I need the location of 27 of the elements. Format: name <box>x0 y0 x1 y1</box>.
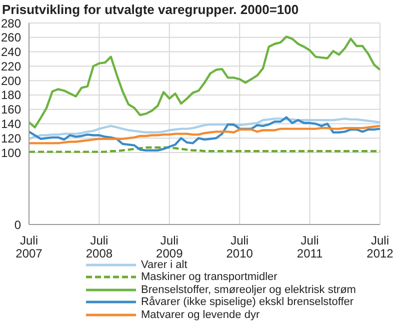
x-tick-label: Juli 2009 <box>156 234 184 260</box>
y-tick-label: 220 <box>0 59 22 74</box>
x-tick-label: Juli 2007 <box>16 234 43 260</box>
x-tick-label: Juli 2011 <box>296 234 324 260</box>
legend-label: Brenselstoffer, smøreoljer og elektrisk strøm <box>141 284 356 296</box>
y-tick-label: 0 <box>14 218 22 232</box>
legend-label: Matvarer og levende dyr <box>141 308 260 321</box>
line-series <box>29 116 380 152</box>
y-tick-label: 160 <box>0 102 22 117</box>
y-tick-label: 120 <box>0 131 22 146</box>
line-series <box>29 124 380 144</box>
legend-label: Råvarer (ikke spiselige) ekskl brenselstoffer <box>141 296 354 308</box>
x-tick-label: Juli 2008 <box>86 234 113 260</box>
y-tick-label: 180 <box>0 88 22 102</box>
x-tick-label: Juli 2012 <box>366 234 394 260</box>
y-tick-label: 260 <box>0 30 22 45</box>
y-tick-label: 140 <box>0 117 22 132</box>
y-tick-label: 200 <box>0 74 22 88</box>
legend-label: Varer i alt <box>141 258 188 271</box>
y-tick-label: 100 <box>0 146 22 160</box>
chart-title: Prisutvikling for utvalgte varegrupper. 2000=100 <box>1 1 300 18</box>
line-series <box>29 118 380 140</box>
y-tick-label: 240 <box>0 45 22 60</box>
y-tick-label: 280 <box>0 16 22 30</box>
x-tick-label: Juli 2010 <box>226 234 254 260</box>
legend-label: Maskiner og transportmidler <box>141 271 278 284</box>
line-series <box>29 36 380 128</box>
